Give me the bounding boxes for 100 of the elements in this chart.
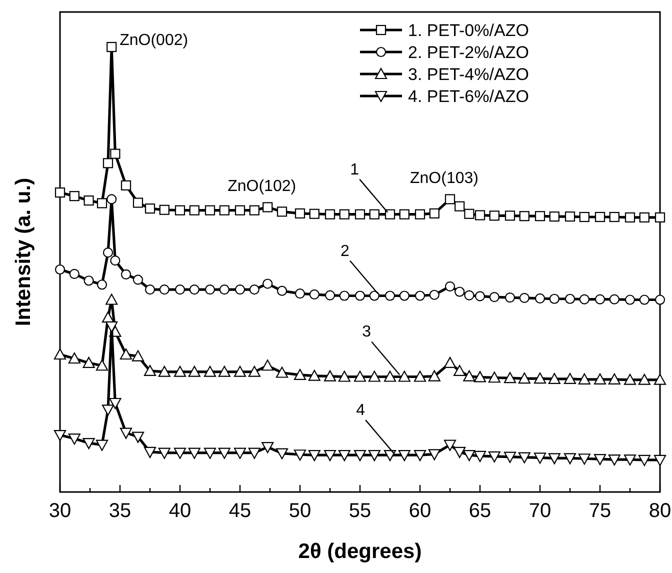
point	[132, 274, 144, 285]
point	[474, 291, 486, 302]
point	[248, 366, 260, 377]
point	[132, 350, 144, 362]
point	[464, 208, 474, 219]
point	[534, 211, 546, 222]
point	[398, 370, 410, 382]
point	[594, 212, 606, 222]
point	[120, 428, 132, 439]
point	[68, 434, 80, 445]
point	[454, 446, 466, 458]
point	[234, 205, 246, 216]
point	[414, 209, 426, 220]
point	[110, 148, 120, 159]
point	[489, 210, 500, 221]
point	[120, 269, 132, 280]
point	[158, 366, 170, 377]
point	[384, 370, 396, 382]
point	[308, 370, 320, 381]
point	[354, 370, 366, 382]
point	[549, 211, 560, 222]
point	[384, 450, 396, 462]
legend-label: 1. PET-0%/AZO	[408, 21, 529, 40]
point	[564, 211, 576, 222]
point	[106, 194, 117, 204]
legend-label: 3. PET-4%/AZO	[408, 65, 529, 84]
point	[534, 372, 546, 384]
point	[294, 450, 306, 461]
annotation: 2	[340, 242, 350, 260]
point	[654, 374, 666, 385]
x-tick-label: 80	[648, 500, 672, 522]
point	[454, 364, 466, 376]
point	[444, 194, 456, 204]
point	[276, 366, 288, 378]
point	[384, 209, 396, 220]
point	[444, 440, 456, 451]
point	[518, 372, 530, 384]
point	[414, 370, 426, 382]
point	[262, 360, 274, 371]
point	[204, 205, 216, 216]
point	[144, 446, 156, 458]
point	[84, 276, 94, 286]
legend-label: 4. PET-6%/AZO	[408, 87, 529, 106]
point	[324, 370, 336, 382]
annotation: 4	[356, 402, 366, 420]
point	[624, 454, 636, 466]
point	[384, 290, 396, 301]
point	[174, 448, 186, 459]
point	[106, 294, 118, 305]
point	[324, 209, 336, 220]
point	[639, 212, 650, 222]
annotation: 3	[362, 324, 372, 341]
point	[144, 284, 156, 295]
point	[174, 284, 186, 295]
point	[54, 348, 66, 360]
point	[454, 286, 465, 297]
point	[96, 198, 108, 208]
point	[54, 187, 66, 198]
point	[174, 205, 186, 216]
point	[578, 454, 590, 465]
point	[608, 373, 620, 384]
point	[248, 448, 260, 459]
point	[144, 203, 156, 214]
x-tick-label: 60	[408, 500, 432, 522]
point	[249, 284, 260, 295]
x-tick-label: 65	[468, 500, 492, 522]
point	[102, 158, 114, 168]
point	[294, 208, 306, 218]
point	[579, 212, 590, 222]
point	[120, 348, 132, 360]
point	[82, 356, 95, 368]
point	[624, 212, 636, 222]
point	[68, 352, 80, 364]
point	[654, 212, 666, 222]
point	[354, 450, 366, 462]
point	[564, 372, 576, 384]
point	[624, 374, 636, 385]
annotation: ZnO(102)	[228, 178, 296, 196]
point	[454, 201, 465, 212]
x-tick-label: 70	[528, 500, 552, 522]
point	[338, 370, 350, 382]
point	[504, 292, 516, 303]
point	[534, 293, 546, 304]
point	[294, 368, 306, 380]
point	[249, 205, 260, 216]
point	[309, 208, 320, 219]
point	[189, 284, 200, 295]
point	[489, 292, 500, 302]
point	[369, 209, 380, 220]
x-tick-label: 55	[348, 500, 372, 522]
point	[276, 206, 288, 217]
point	[534, 452, 546, 464]
point	[444, 356, 456, 368]
point	[548, 453, 560, 464]
point	[84, 195, 94, 206]
point	[96, 280, 108, 290]
point	[96, 360, 108, 371]
point	[110, 256, 120, 266]
point	[354, 290, 366, 301]
point	[102, 248, 114, 258]
